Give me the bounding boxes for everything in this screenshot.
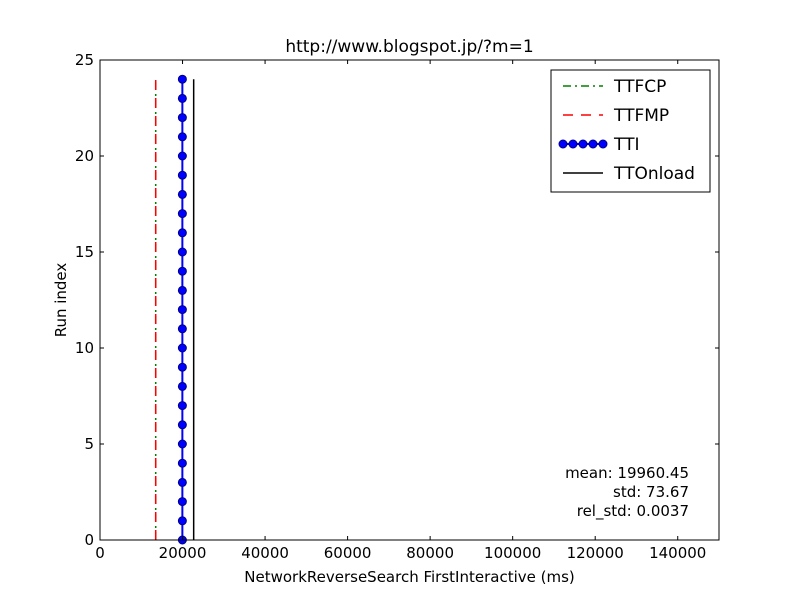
legend-swatch-tti-marker (588, 139, 598, 149)
data-point-tti (177, 266, 187, 276)
x-tick-label: 40000 (241, 544, 289, 562)
y-tick-label: 20 (75, 147, 94, 165)
legend-label-ttfcp: TTFCP (613, 77, 666, 97)
data-point-tti (177, 113, 187, 123)
data-point-tti (177, 151, 187, 161)
data-point-tti (177, 247, 187, 257)
std-annotation: std: 73.67 (613, 483, 689, 501)
data-point-tti (177, 439, 187, 449)
x-tick-label: 60000 (324, 544, 372, 562)
data-point-tti (177, 170, 187, 180)
legend-box (550, 69, 711, 193)
mean-annotation: mean: 19960.45 (565, 464, 689, 482)
data-point-tti (177, 228, 187, 238)
legend-swatch-tti-marker (558, 139, 568, 149)
data-point-tti (177, 209, 187, 219)
rel-std-annotation: rel_std: 0.0037 (577, 502, 689, 521)
data-point-tti (177, 343, 187, 353)
data-point-tti (177, 497, 187, 507)
legend-label-tti: TTI (613, 135, 639, 155)
legend-swatch-tti-marker (568, 139, 578, 149)
legend-label-ttonload: TTOnload (613, 164, 695, 184)
y-tick-label: 15 (75, 243, 94, 261)
data-point-tti (177, 132, 187, 142)
data-point-tti (177, 305, 187, 315)
data-point-tti (177, 477, 187, 487)
data-point-tti (177, 516, 187, 526)
data-point-tti (177, 74, 187, 84)
y-tick-label: 10 (75, 339, 94, 357)
legend-swatch-tti-marker (578, 139, 588, 149)
data-point-tti (177, 285, 187, 295)
data-point-tti (177, 420, 187, 430)
x-tick-label: 80000 (406, 544, 454, 562)
data-point-tti (177, 93, 187, 103)
plot-frame (99, 59, 720, 541)
x-axis-label: NetworkReverseSearch FirstInteractive (m… (244, 568, 575, 586)
x-tick-label: 100000 (484, 544, 541, 562)
data-point-tti (177, 381, 187, 391)
axis-ticks: 0 20000 40000 60000 80000 100000 120000 140000 0… (75, 51, 719, 562)
legend-label-ttfmp: TTFMP (613, 106, 669, 126)
stats-annotation: mean: 19960.45 std: 73.67 rel_std: 0.003… (565, 464, 689, 521)
chart-title: http://www.blogspot.jp/?m=1 (285, 37, 533, 57)
y-tick-label: 0 (84, 531, 94, 549)
data-point-tti (177, 324, 187, 334)
plot-series (154, 74, 195, 545)
x-tick-label: 120000 (567, 544, 624, 562)
x-tick-label: 140000 (649, 544, 706, 562)
data-point-tti (177, 189, 187, 199)
data-point-tti (177, 401, 187, 411)
y-tick-label: 25 (75, 51, 94, 69)
chart-legend: TTFCP TTFMP TTI TTOnload (550, 69, 711, 193)
data-point-tti (177, 458, 187, 468)
y-axis-label: Run index (52, 263, 70, 338)
data-point-tti (177, 362, 187, 372)
x-tick-label: 20000 (159, 544, 207, 562)
x-tick-label: 0 (95, 544, 105, 562)
legend-swatch-tti-marker (598, 139, 608, 149)
y-tick-label: 5 (84, 435, 94, 453)
